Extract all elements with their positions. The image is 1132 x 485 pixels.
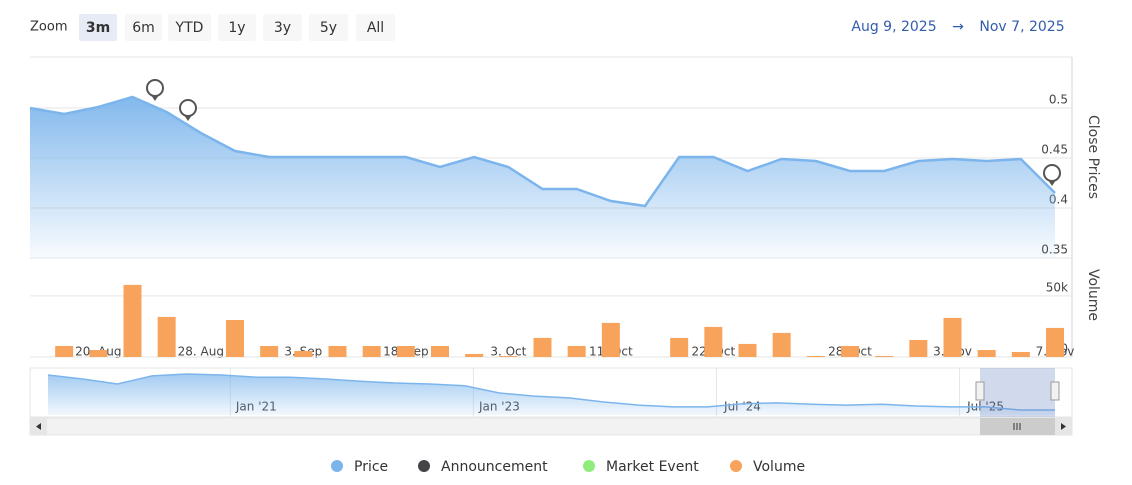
zoom-button-label[interactable]: 1y bbox=[228, 20, 245, 36]
volume-bar bbox=[362, 346, 381, 357]
x-tick-label: 3. Oct bbox=[490, 345, 526, 359]
volume-bar bbox=[567, 346, 586, 357]
zoom-button[interactable] bbox=[356, 14, 395, 41]
zoom-button-label[interactable]: 3y bbox=[274, 20, 291, 36]
volume-bar bbox=[499, 356, 518, 357]
legend-symbol[interactable] bbox=[331, 460, 343, 472]
y-tick-label: 0.45 bbox=[1041, 143, 1068, 157]
volume-bar bbox=[55, 346, 74, 357]
legend-symbol[interactable] bbox=[418, 460, 430, 472]
volume-bar bbox=[738, 343, 757, 357]
announcement-flag[interactable] bbox=[1043, 164, 1061, 186]
zoom-button-label[interactable]: 5y bbox=[320, 20, 337, 36]
legend: Price Announcement Market Event Volume bbox=[331, 459, 805, 475]
volume-bar bbox=[601, 322, 620, 357]
flags bbox=[146, 79, 1061, 186]
range-arrow: → bbox=[952, 19, 964, 35]
volume-bar bbox=[533, 337, 552, 357]
volume-bar bbox=[670, 337, 689, 357]
legend-label[interactable]: Price bbox=[354, 459, 388, 475]
legend-symbol[interactable] bbox=[730, 460, 742, 472]
scroll-right-arrow bbox=[1061, 423, 1066, 430]
volume-bar bbox=[875, 356, 894, 357]
navigator-handle[interactable] bbox=[1050, 381, 1060, 401]
volume-axis-title: Volume bbox=[1085, 269, 1101, 321]
zoom-button-label[interactable]: 6m bbox=[132, 20, 155, 36]
zoom-button[interactable] bbox=[125, 14, 162, 41]
y-tick-label: 0 bbox=[1060, 342, 1068, 356]
legend-label[interactable]: Volume bbox=[753, 459, 805, 475]
scroll-left-arrow bbox=[36, 423, 41, 430]
volume-bar bbox=[226, 319, 244, 357]
announcement-flag[interactable] bbox=[146, 79, 164, 101]
zoom-button-label[interactable]: All bbox=[367, 20, 384, 36]
volume-bar bbox=[1011, 351, 1030, 357]
legend-label[interactable]: Announcement bbox=[441, 459, 548, 475]
range-from[interactable]: Aug 9, 2025 bbox=[851, 19, 936, 35]
thumb-grip bbox=[1013, 423, 1021, 430]
navigator-area bbox=[48, 374, 1055, 415]
navigator-handle[interactable] bbox=[975, 381, 985, 401]
volume-bar bbox=[772, 332, 791, 357]
volume-bar bbox=[841, 346, 859, 357]
scrollbar-track[interactable] bbox=[29, 417, 1073, 436]
x-tick-label: 28. Aug bbox=[178, 345, 224, 359]
volume-bar bbox=[704, 326, 723, 357]
legend-label[interactable]: Market Event bbox=[606, 459, 699, 475]
zoom-button[interactable] bbox=[263, 14, 302, 41]
volume-bar bbox=[123, 284, 142, 357]
zoom-button[interactable] bbox=[79, 14, 117, 41]
volume-bar bbox=[89, 350, 108, 357]
zoom-button-label[interactable]: 3m bbox=[86, 20, 110, 36]
announcement-flag[interactable] bbox=[179, 99, 197, 121]
volume-bar bbox=[909, 340, 928, 357]
volume-bar bbox=[294, 351, 313, 357]
price-line bbox=[29, 95, 1056, 208]
y-tick-label: 0.5 bbox=[1049, 93, 1068, 107]
zoom-button[interactable] bbox=[168, 14, 211, 41]
navigator: Jan '21Jan '23Jul '24Jul '25 bbox=[47, 368, 1055, 417]
zoom-buttons: 3m 6m YTD 1y 3y 5y All bbox=[79, 14, 395, 41]
volume-bar bbox=[431, 346, 449, 357]
volume-bar bbox=[806, 356, 825, 357]
price-area bbox=[30, 97, 1055, 258]
volume-bar bbox=[977, 350, 996, 357]
zoom-label: Zoom bbox=[30, 20, 67, 35]
volume-bar bbox=[260, 346, 279, 357]
zoom-button-label[interactable]: YTD bbox=[175, 20, 204, 36]
legend-symbol[interactable] bbox=[583, 460, 595, 472]
range-to[interactable]: Nov 7, 2025 bbox=[979, 19, 1064, 35]
navigator-mask[interactable] bbox=[980, 368, 1055, 417]
volume-pane: 0 50k bbox=[30, 280, 1072, 358]
volume-bar bbox=[157, 316, 176, 357]
zoom-button[interactable] bbox=[309, 14, 348, 41]
volume-bar bbox=[943, 317, 962, 357]
volume-bar bbox=[328, 346, 347, 357]
zoom-button[interactable] bbox=[218, 14, 256, 41]
price-axis-title: Close Prices bbox=[1085, 115, 1101, 199]
y-tick-label: 50k bbox=[1046, 280, 1068, 294]
volume-bar bbox=[396, 346, 415, 357]
volume-bar bbox=[1046, 327, 1064, 357]
navigator-line bbox=[47, 373, 1055, 411]
volume-bar bbox=[465, 353, 484, 357]
